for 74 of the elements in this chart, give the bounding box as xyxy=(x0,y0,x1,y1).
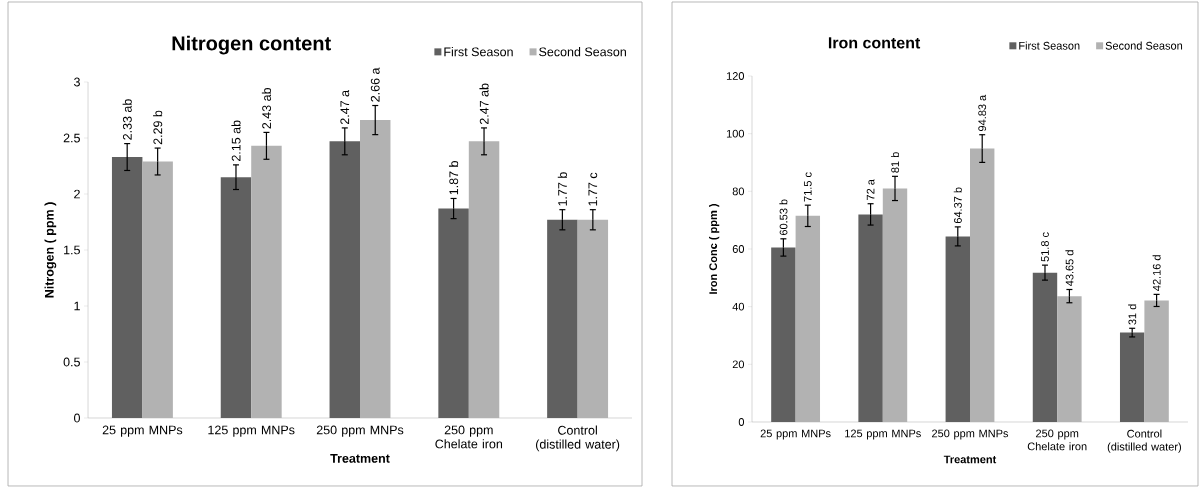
bar xyxy=(360,120,391,418)
data-label: 64.37 b xyxy=(953,187,962,224)
y-tick-label: 0.5 xyxy=(63,357,80,367)
bar xyxy=(547,219,578,418)
legend-label: Second Season xyxy=(1105,41,1183,50)
bar xyxy=(577,219,609,418)
bar xyxy=(251,145,282,418)
y-tick-label: 2.5 xyxy=(63,133,80,143)
x-tick-label: Control (distilled water) xyxy=(1107,429,1181,453)
data-label: 2.47 a xyxy=(340,89,350,125)
data-label: 81 b xyxy=(890,152,900,173)
bar xyxy=(795,215,821,422)
legend-label: First Season xyxy=(1019,41,1080,50)
data-label: 2.33 ab xyxy=(122,99,132,140)
bar xyxy=(329,141,361,418)
y-tick-label: 40 xyxy=(732,302,745,311)
y-tick-label: 120 xyxy=(726,72,745,80)
bar xyxy=(1119,332,1145,422)
data-label: 1.87 b xyxy=(448,161,459,195)
bar xyxy=(438,208,469,418)
x-tick-label: 250 ppm Chelate iron xyxy=(1027,429,1087,451)
data-label: 42.16 d xyxy=(1152,255,1161,291)
bar xyxy=(142,161,173,418)
y-tick-label: 1 xyxy=(74,301,80,311)
y-tick-label: 20 xyxy=(732,360,745,369)
bar xyxy=(1032,272,1058,422)
data-label: 51.8 c xyxy=(1041,232,1049,262)
data-label: 2.66 a xyxy=(370,67,380,102)
x-tick-label: 250 ppm MNPs xyxy=(316,425,404,437)
y-axis-title: Iron Conc ( ppm ) xyxy=(709,204,720,294)
bar xyxy=(882,188,908,422)
data-label: 71.5 c xyxy=(803,172,812,202)
bar xyxy=(1144,300,1169,422)
chart-title: Nitrogen content xyxy=(172,35,331,55)
legend-label: Second Season xyxy=(539,47,626,57)
x-tick-label: 125 ppm MNPs xyxy=(208,425,295,437)
data-label: 2.47 ab xyxy=(479,83,489,125)
y-tick-label: 1.5 xyxy=(64,245,80,255)
data-label: 72 a xyxy=(866,179,875,200)
bar xyxy=(111,157,143,418)
bar xyxy=(771,247,796,422)
y-tick-label: 2 xyxy=(74,189,80,199)
data-label: 43.65 d xyxy=(1065,250,1074,287)
chart-title: Iron content xyxy=(828,37,921,49)
y-tick-label: 0 xyxy=(738,418,745,426)
x-tick-label: 25 ppm MNPs xyxy=(760,429,831,440)
bar xyxy=(1057,296,1082,422)
data-label: 2.29 b xyxy=(153,110,163,145)
x-tick-label: 250 ppm Chelate iron xyxy=(435,425,503,449)
data-label: 94.83 a xyxy=(978,94,987,132)
data-label: 1.77 c xyxy=(588,172,598,206)
x-tick-label: Control (distilled water) xyxy=(536,425,620,452)
x-tick-label: 125 ppm MNPs xyxy=(845,429,921,440)
x-tick-label: 25 ppm MNPs xyxy=(102,425,183,437)
y-tick-label: 60 xyxy=(732,245,745,253)
data-label: 1.77 b xyxy=(557,172,567,206)
x-axis-title: Treatment xyxy=(330,454,390,463)
data-label: 2.43 ab xyxy=(261,88,272,129)
bar xyxy=(858,214,883,422)
data-label: 2.15 ab xyxy=(231,120,241,162)
data-label: 60.53 b xyxy=(779,199,788,236)
bar xyxy=(220,177,252,418)
y-tick-label: 100 xyxy=(726,129,745,138)
legend-label: First Season xyxy=(444,47,513,57)
y-tick-label: 3 xyxy=(74,77,80,87)
bar xyxy=(945,236,970,422)
y-axis-title: Nitrogen ( ppm ) xyxy=(44,202,57,298)
bar xyxy=(970,148,995,422)
data-label: 31 d xyxy=(1128,304,1137,325)
x-axis-title: Treatment xyxy=(943,455,997,464)
y-tick-label: 0 xyxy=(74,413,80,423)
bar xyxy=(468,141,500,418)
y-tick-label: 80 xyxy=(732,187,745,196)
x-tick-label: 250 ppm MNPs xyxy=(932,429,1009,440)
